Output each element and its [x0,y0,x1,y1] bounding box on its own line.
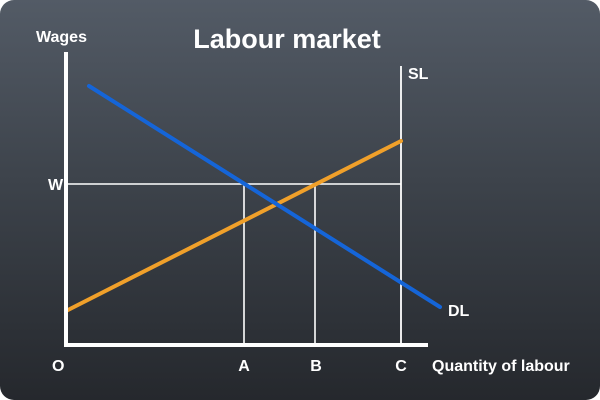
demand-line [87,84,442,309]
demand-label: DL [448,303,470,320]
supply-upward-line [64,139,403,313]
x-tick-c: C [395,358,407,375]
x-tick-a: A [238,358,250,375]
y-axis-label: Wages [36,29,87,46]
x-tick-b: B [310,358,322,375]
x-axis-label: Quantity of labour [432,358,570,375]
wage-level-label: W [48,177,64,194]
chart-title: Labour market [193,24,381,54]
origin-label: O [52,358,64,375]
supply-vertical-label: SL [408,66,429,83]
